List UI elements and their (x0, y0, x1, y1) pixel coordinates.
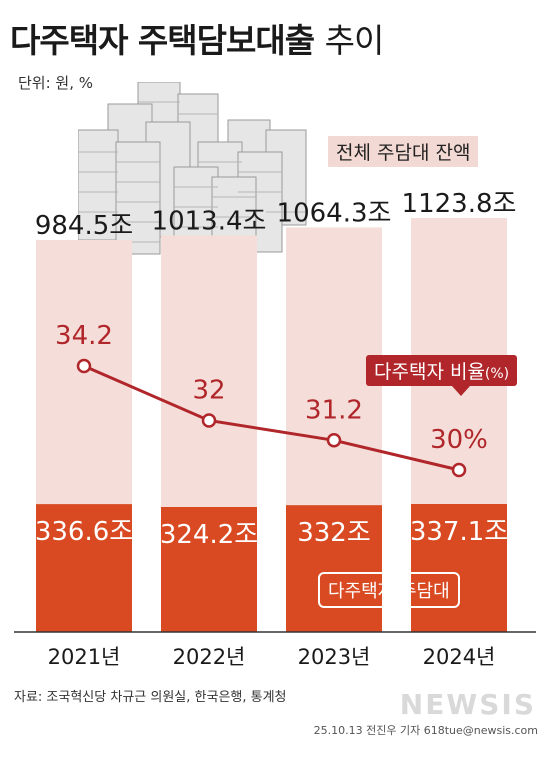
total-value-label-3: 1123.8조 (402, 189, 517, 219)
multi-bar-2021년 (36, 504, 132, 632)
total-bar-2024년 (411, 218, 507, 632)
total-bar-2021년 (36, 240, 132, 632)
ratio-point-2 (326, 433, 342, 448)
newsis-watermark-logo: NEWSIS (399, 688, 536, 721)
legend-multi-home-loan: 다주택자 주담대 (318, 572, 460, 608)
x-tick-label-3: 2024년 (423, 645, 496, 669)
ratio-line: 34.2 32 31.2 30% (55, 321, 488, 478)
x-tick-label-2: 2023년 (298, 645, 371, 669)
total-bar-2022년 (161, 235, 257, 633)
ratio-value-label-1: 32 (192, 375, 225, 405)
multi-value-label-2: 332조 (297, 518, 371, 548)
total-bars (36, 218, 507, 633)
chart-title: 다주택자 주택담보대출 추이 (10, 14, 385, 62)
legend-ratio-label: 다주택자 비율 (374, 361, 485, 383)
ratio-value-label-0: 34.2 (55, 321, 113, 351)
ratio-point-0 (76, 358, 92, 374)
multi-value-label-0: 336.6조 (35, 517, 133, 547)
multi-bar-2022년 (161, 507, 257, 632)
chart-title-main: 다주택자 주택담보대출 (10, 21, 315, 60)
x-axis-ticks: 2021년 2022년 2023년 2024년 (48, 645, 496, 669)
multi-bar-2023년 (286, 505, 382, 632)
ratio-point-1 (201, 413, 217, 428)
ratio-point-3 (451, 462, 467, 478)
ratio-value-label-3: 30% (430, 425, 488, 455)
source-note: 자료: 조국혁신당 차규근 의원실, 한국은행, 통계청 (14, 690, 287, 705)
credit-note: 25.10.13 전진우 기자 618tue@newsis.com (313, 724, 538, 737)
x-tick-label-0: 2021년 (48, 645, 121, 669)
buildings-illustration (78, 82, 307, 256)
x-tick-label-1: 2022년 (173, 645, 246, 669)
legend-total-balance: 전체 주담대 잔액 (328, 136, 479, 167)
chart-title-sub: 추이 (324, 21, 385, 60)
unit-label: 단위: 원, % (18, 74, 94, 92)
legend-ratio-unit: (%) (484, 366, 510, 382)
multi-bar-2024년 (411, 504, 507, 632)
multi-bars (36, 504, 507, 632)
multi-value-label-1: 324.2조 (160, 520, 258, 550)
legend-ratio-tag: 다주택자 비율(%) (366, 355, 518, 396)
multi-value-label-3: 337.1조 (410, 517, 508, 547)
ratio-value-label-2: 31.2 (305, 395, 363, 425)
